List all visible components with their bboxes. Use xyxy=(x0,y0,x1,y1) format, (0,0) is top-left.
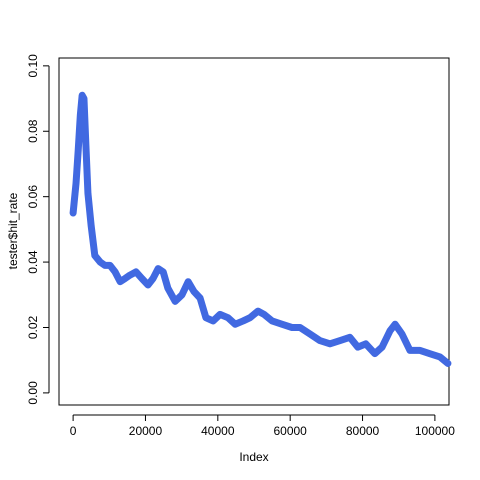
y-axis-label: tester$hit_rate xyxy=(6,192,20,269)
y-tick-label: 0.00 xyxy=(26,381,40,405)
x-tick-label: 60000 xyxy=(273,424,307,438)
y-tick-label: 0.02 xyxy=(26,315,40,339)
y-tick-label: 0.08 xyxy=(26,119,40,143)
x-tick-label: 40000 xyxy=(201,424,235,438)
x-tick-label: 80000 xyxy=(346,424,380,438)
x-tick-label: 0 xyxy=(70,424,77,438)
x-tick-label: 100000 xyxy=(415,424,455,438)
x-axis-label: Index xyxy=(239,450,268,464)
y-tick-label: 0.06 xyxy=(26,185,40,209)
plot-box xyxy=(58,57,450,406)
y-tick-label: 0.10 xyxy=(26,54,40,78)
y-tick-label: 0.04 xyxy=(26,250,40,274)
x-tick-label: 20000 xyxy=(129,424,163,438)
data-line xyxy=(69,91,452,367)
